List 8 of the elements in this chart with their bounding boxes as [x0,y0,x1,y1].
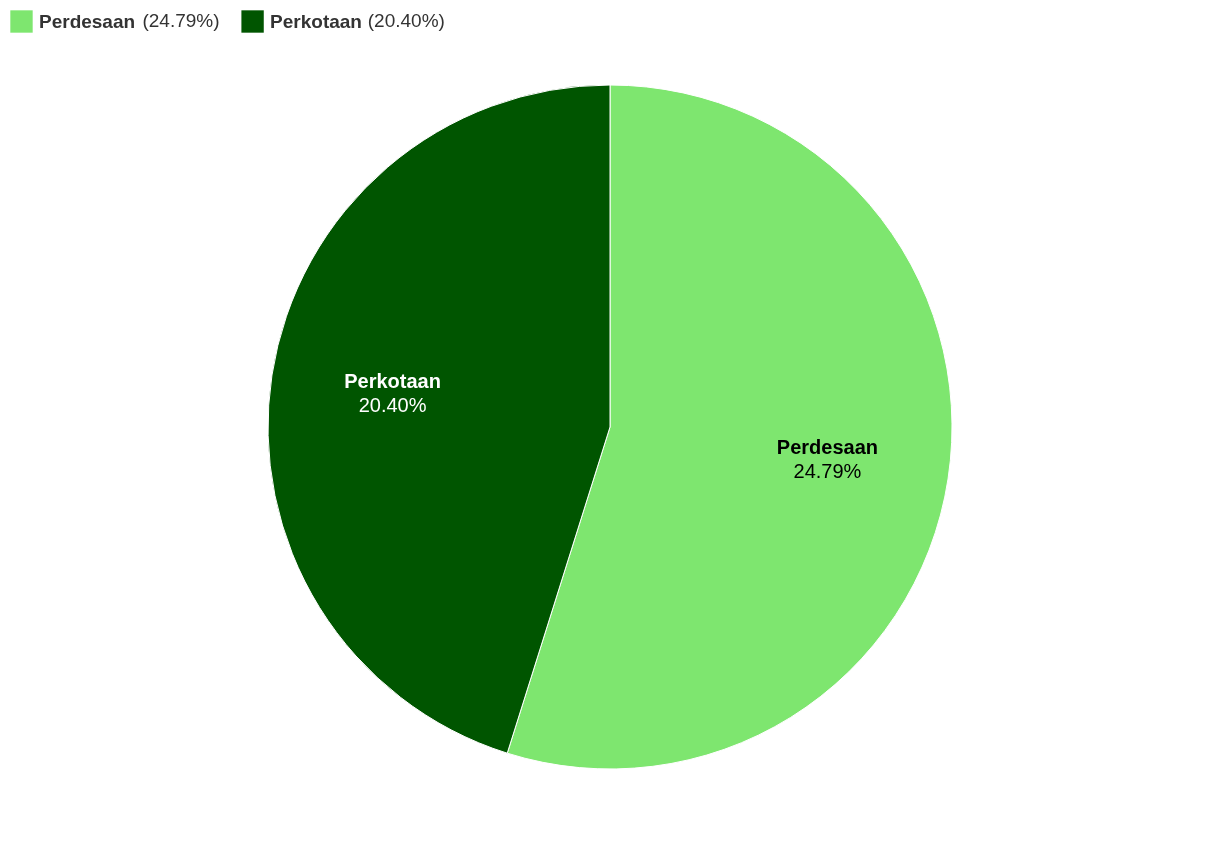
data-label: 24.79% [793,460,862,483]
legend-label: Perdesaan [39,10,136,32]
slice-label: Perdesaan [776,436,879,459]
slice-label: Perkotaan [344,369,441,392]
legend-label: Perkotaan [270,10,362,32]
text: (20.40%) [367,10,445,32]
text: (24.79%) [142,10,220,32]
data-label: 20.40% [358,393,427,416]
